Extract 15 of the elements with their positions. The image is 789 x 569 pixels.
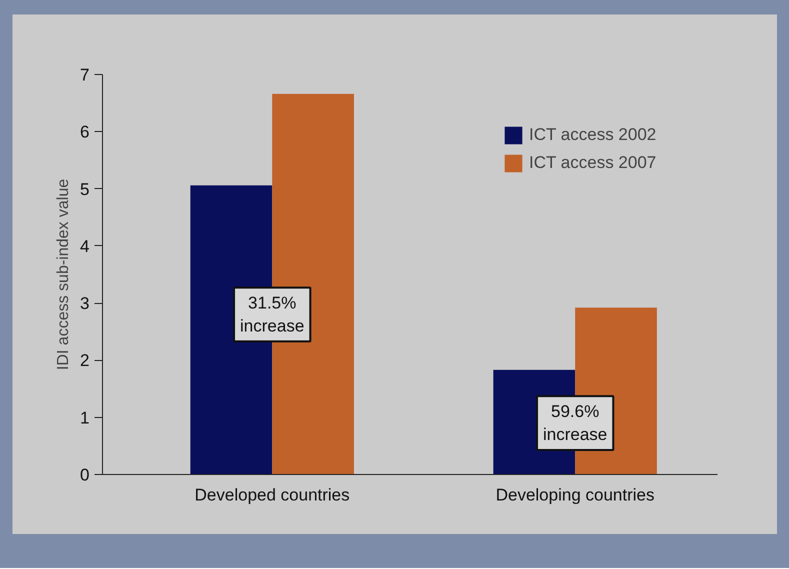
- annotation: 31.5% increase: [240, 294, 304, 336]
- annotation: 59.6% increase: [542, 402, 608, 444]
- y-tick-label: 6: [80, 122, 90, 142]
- x-tick-label: Developing countries: [496, 486, 654, 504]
- legend-label: ICT access 2002: [529, 125, 656, 145]
- y-tick-label: 3: [80, 294, 90, 314]
- y-tick-label: 7: [80, 66, 90, 84]
- y-axis-title: IDI access sub-index value: [55, 178, 72, 370]
- y-tick-label: 2: [80, 351, 90, 370]
- legend-label: ICT access 2007: [529, 153, 656, 173]
- y-tick-label: 5: [80, 180, 90, 199]
- x-tick-label: Developed countries: [194, 486, 350, 504]
- y-tick-label: 4: [80, 236, 90, 256]
- y-tick-label: 1: [80, 408, 90, 428]
- y-tick-label: 0: [80, 466, 90, 484]
